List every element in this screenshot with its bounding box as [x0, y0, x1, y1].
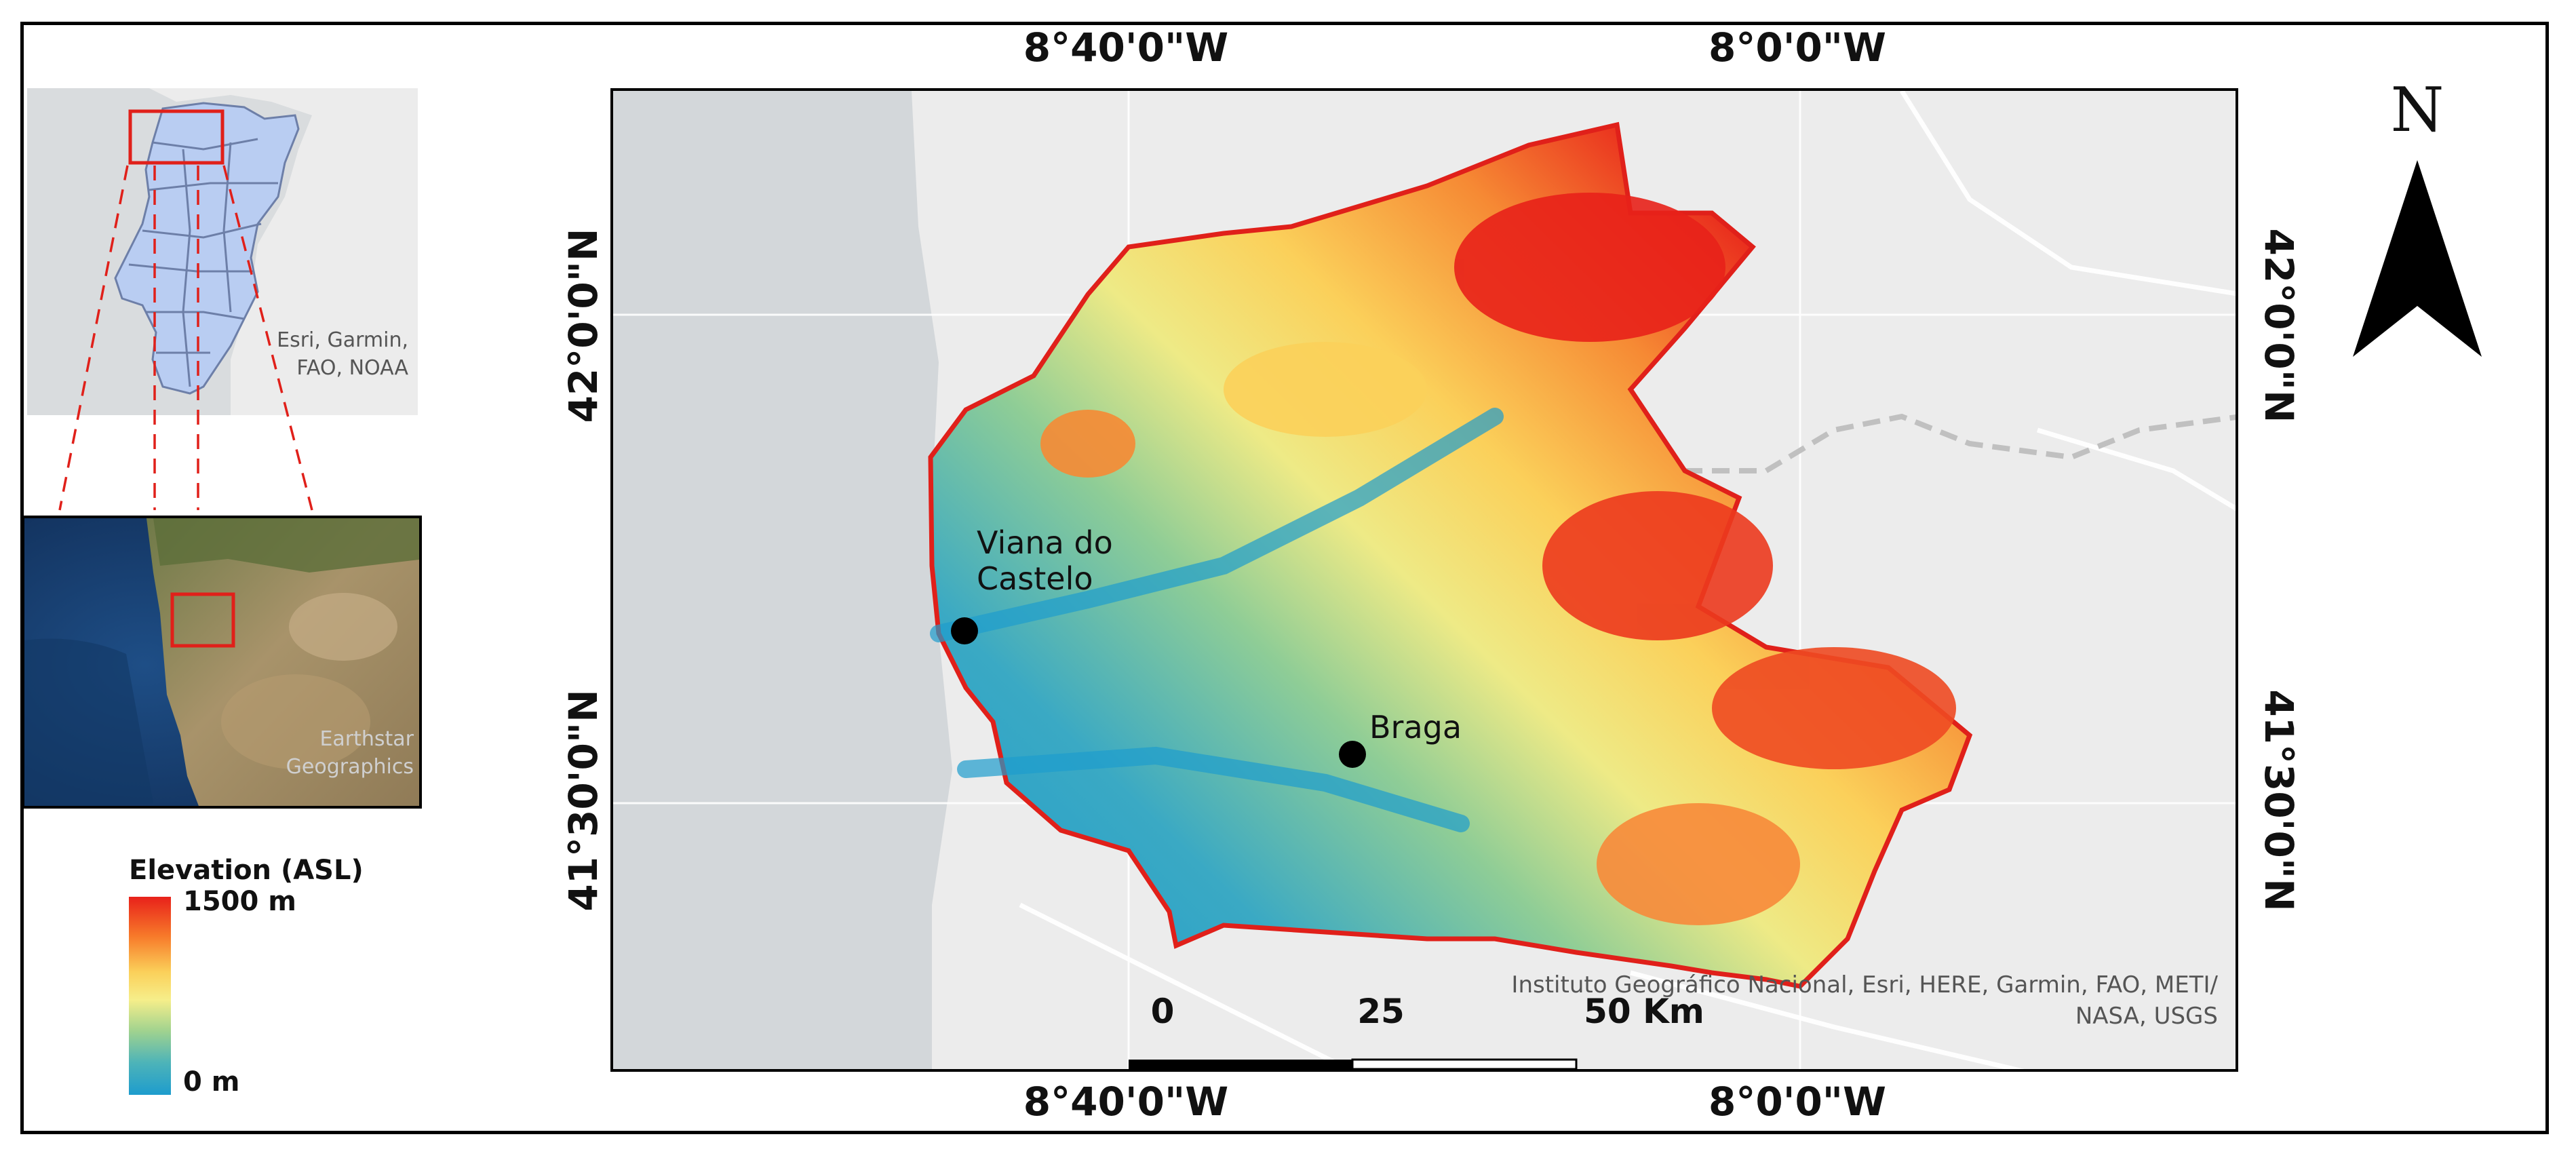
grid-label-top-2: 8°0'0"W [1708, 24, 1887, 71]
grid-label-top-1: 8°40'0"W [1023, 24, 1229, 71]
grid-label-left-2: 41°30'0"N [560, 689, 606, 912]
legend-max-label: 1500 m [183, 886, 296, 917]
scale-label-25: 25 [1357, 992, 1405, 1031]
grid-label-right-1: 42°0'0"N [2256, 228, 2302, 423]
north-arrow-icon [2353, 160, 2482, 357]
portugal-inset-attribution: Esri, Garmin, FAO, NOAA [277, 328, 408, 380]
city-label-viana-do-castelo: Viana do Castelo [977, 524, 1113, 597]
scale-label-50-km: 50 Km [1584, 992, 1704, 1031]
grid-label-bottom-2: 8°0'0"W [1708, 1079, 1887, 1125]
grid-label-right-2: 41°30'0"N [2256, 689, 2302, 912]
main-map-graphic [613, 91, 2236, 1069]
main-elevation-map: Viana do Castelo Braga Instituto Geográf… [610, 88, 2238, 1072]
iberia-inset-graphic [24, 518, 419, 806]
grid-label-left-1: 42°0'0"N [560, 228, 606, 423]
scale-label-0: 0 [1150, 992, 1175, 1031]
legend-title: Elevation (ASL) [129, 855, 364, 886]
iberia-satellite-inset-map: Earthstar Geographics [22, 516, 422, 809]
iberia-inset-attribution: Earthstar Geographics [286, 727, 414, 779]
city-label-braga: Braga [1369, 709, 1462, 745]
portugal-inset-map: Esri, Garmin, FAO, NOAA [27, 88, 418, 415]
main-map-attribution: Instituto Geográfico Nacional, Esri, HER… [1511, 971, 2218, 1030]
legend-min-label: 0 m [183, 1066, 240, 1098]
north-label: N [2390, 75, 2444, 146]
elevation-color-ramp [129, 897, 171, 1095]
grid-label-bottom-1: 8°40'0"W [1023, 1079, 1229, 1125]
